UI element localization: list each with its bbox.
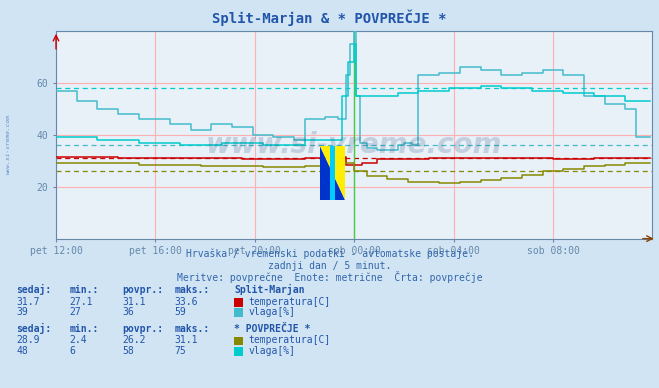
Text: min.:: min.:	[69, 285, 99, 295]
Text: vlaga[%]: vlaga[%]	[248, 346, 295, 356]
Text: 26.2: 26.2	[122, 335, 146, 345]
Text: vlaga[%]: vlaga[%]	[248, 307, 295, 317]
Text: 31.1: 31.1	[122, 296, 146, 307]
Text: 59: 59	[175, 307, 186, 317]
Text: 31.7: 31.7	[16, 296, 40, 307]
Text: temperatura[C]: temperatura[C]	[248, 296, 331, 307]
Bar	[330, 146, 335, 200]
Text: 2.4: 2.4	[69, 335, 87, 345]
Text: * POVPREČJE *: * POVPREČJE *	[234, 324, 310, 334]
Text: zadnji dan / 5 minut.: zadnji dan / 5 minut.	[268, 261, 391, 271]
Text: Split-Marjan & * POVPREČJE *: Split-Marjan & * POVPREČJE *	[212, 9, 447, 26]
Text: 39: 39	[16, 307, 28, 317]
Text: 36: 36	[122, 307, 134, 317]
Text: 6: 6	[69, 346, 75, 356]
Text: 27: 27	[69, 307, 81, 317]
Text: www.si-vreme.com: www.si-vreme.com	[5, 114, 11, 173]
Polygon shape	[320, 146, 345, 200]
Text: sedaj:: sedaj:	[16, 284, 51, 295]
Text: maks.:: maks.:	[175, 324, 210, 334]
Text: Hrvaška / vremenski podatki - avtomatske postaje.: Hrvaška / vremenski podatki - avtomatske…	[186, 249, 473, 260]
Text: povpr.:: povpr.:	[122, 324, 163, 334]
Text: 48: 48	[16, 346, 28, 356]
Text: maks.:: maks.:	[175, 285, 210, 295]
Text: Meritve: povprečne  Enote: metrične  Črta: povprečje: Meritve: povprečne Enote: metrične Črta:…	[177, 272, 482, 283]
Text: 28.9: 28.9	[16, 335, 40, 345]
Text: 31.1: 31.1	[175, 335, 198, 345]
Text: Split-Marjan: Split-Marjan	[234, 284, 304, 295]
Text: 27.1: 27.1	[69, 296, 93, 307]
Text: www.si-vreme.com: www.si-vreme.com	[206, 131, 502, 159]
Text: povpr.:: povpr.:	[122, 285, 163, 295]
Text: 33.6: 33.6	[175, 296, 198, 307]
Text: 75: 75	[175, 346, 186, 356]
Text: temperatura[C]: temperatura[C]	[248, 335, 331, 345]
Text: sedaj:: sedaj:	[16, 323, 51, 334]
Polygon shape	[320, 146, 345, 200]
Text: min.:: min.:	[69, 324, 99, 334]
Text: 58: 58	[122, 346, 134, 356]
